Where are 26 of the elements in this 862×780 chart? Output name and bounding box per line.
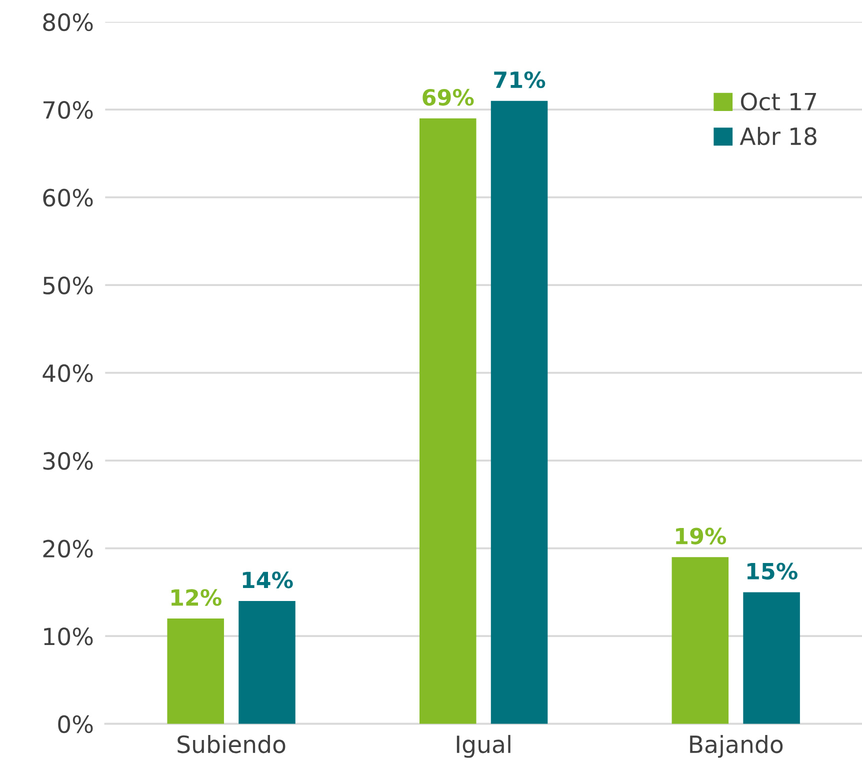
legend-label: Abr 18: [740, 126, 816, 146]
data-label: 71%: [494, 71, 546, 88]
y-tick-label: 10%: [44, 628, 93, 646]
x-tick-label: Subiendo: [178, 734, 286, 754]
y-tick-label: 30%: [43, 452, 93, 470]
data-label: 69%: [422, 88, 474, 106]
y-tick-label: 60%: [43, 188, 93, 207]
x-tick-label: Bajando: [690, 734, 783, 758]
y-tick-label: 50%: [43, 276, 93, 294]
data-label: 12%: [172, 589, 222, 606]
data-label: 15%: [747, 562, 798, 580]
y-tick-label: 80%: [43, 13, 93, 32]
data-label: 14%: [242, 572, 293, 588]
y-tick-label: 20%: [43, 540, 93, 558]
y-tick-label: 0%: [58, 715, 93, 734]
y-tick-label: 70%: [44, 101, 93, 119]
bar: [490, 100, 548, 724]
bar: [672, 557, 729, 724]
bar: [743, 592, 800, 724]
legend-label: Oct 17: [740, 92, 816, 111]
x-tick-label: Igual: [456, 734, 510, 758]
bar: [420, 118, 476, 724]
y-tick-label: 40%: [42, 364, 93, 382]
bar: [167, 618, 224, 724]
data-label: 19%: [676, 528, 726, 544]
bar: [238, 600, 296, 724]
